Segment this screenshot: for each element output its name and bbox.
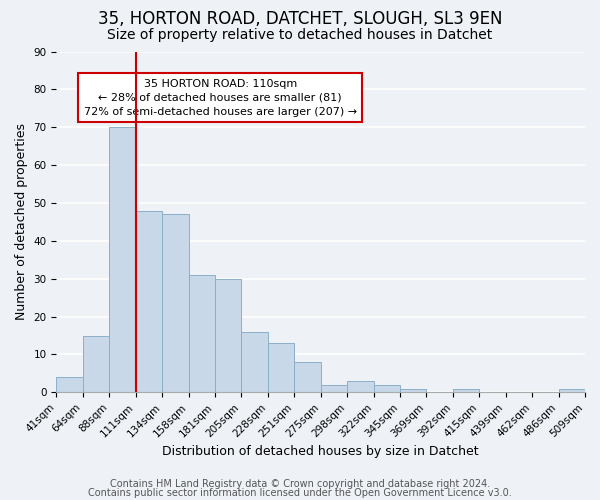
Text: Size of property relative to detached houses in Datchet: Size of property relative to detached ho… bbox=[107, 28, 493, 42]
Bar bbox=[188, 275, 215, 392]
Bar bbox=[56, 377, 83, 392]
Bar bbox=[453, 388, 479, 392]
Bar bbox=[83, 336, 109, 392]
Bar bbox=[162, 214, 188, 392]
Bar bbox=[294, 362, 321, 392]
Text: Contains public sector information licensed under the Open Government Licence v3: Contains public sector information licen… bbox=[88, 488, 512, 498]
Y-axis label: Number of detached properties: Number of detached properties bbox=[15, 124, 28, 320]
Bar bbox=[347, 381, 374, 392]
Bar bbox=[400, 388, 427, 392]
Text: 35, HORTON ROAD, DATCHET, SLOUGH, SL3 9EN: 35, HORTON ROAD, DATCHET, SLOUGH, SL3 9E… bbox=[98, 10, 502, 28]
X-axis label: Distribution of detached houses by size in Datchet: Distribution of detached houses by size … bbox=[163, 444, 479, 458]
Text: Contains HM Land Registry data © Crown copyright and database right 2024.: Contains HM Land Registry data © Crown c… bbox=[110, 479, 490, 489]
Bar bbox=[268, 343, 294, 392]
Bar bbox=[215, 278, 241, 392]
Bar bbox=[559, 388, 585, 392]
Text: 35 HORTON ROAD: 110sqm
← 28% of detached houses are smaller (81)
72% of semi-det: 35 HORTON ROAD: 110sqm ← 28% of detached… bbox=[84, 79, 357, 117]
Bar bbox=[109, 127, 136, 392]
Bar bbox=[241, 332, 268, 392]
Bar bbox=[321, 385, 347, 392]
Bar bbox=[136, 210, 162, 392]
Bar bbox=[374, 385, 400, 392]
